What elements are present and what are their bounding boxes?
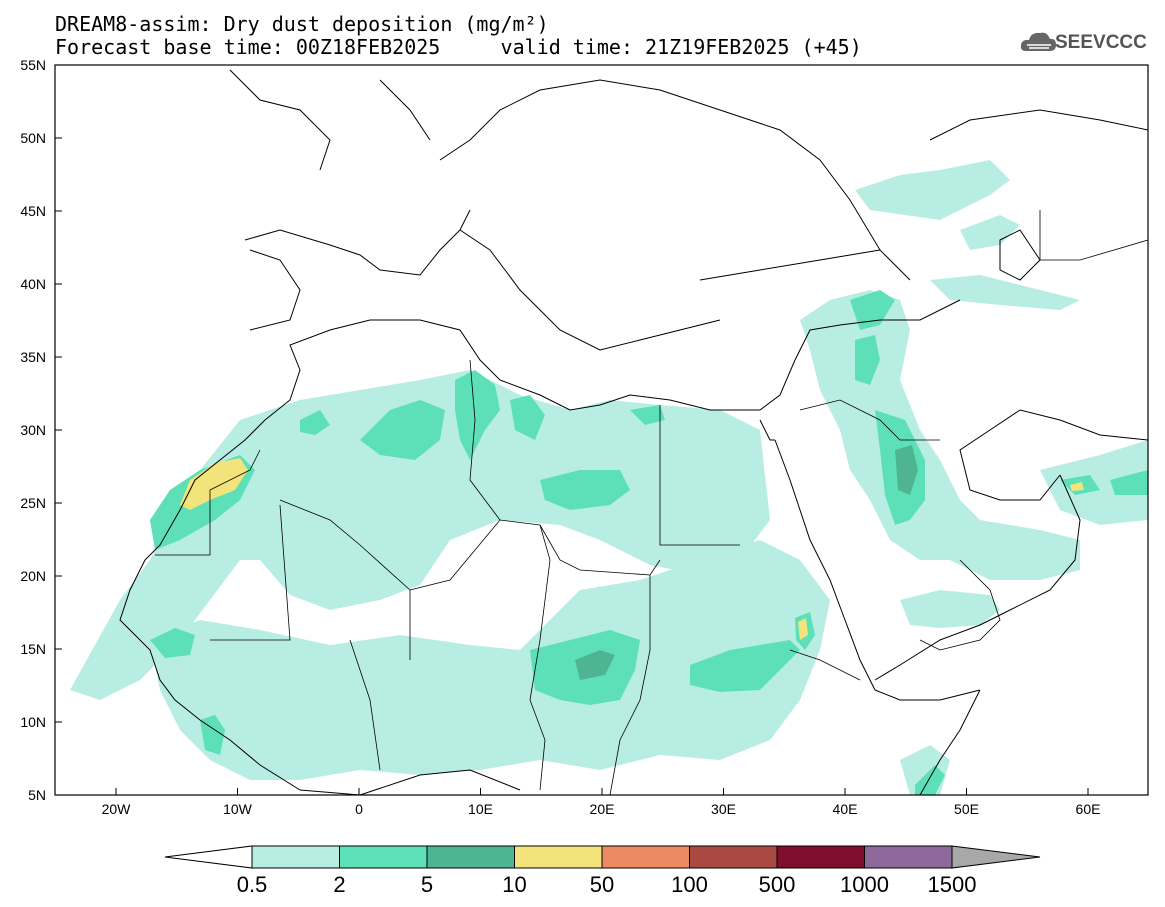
colorbar-label: 2 bbox=[333, 872, 345, 897]
lon-label: 20W bbox=[102, 801, 132, 817]
coastlines bbox=[119, 69, 1149, 796]
colorbar-box bbox=[776, 845, 865, 869]
dust-field-medium bbox=[150, 290, 1148, 795]
map-frame bbox=[54, 64, 1149, 796]
lat-label: 35N bbox=[20, 349, 46, 365]
logo-text: SEEVCCC bbox=[1055, 32, 1147, 53]
lat-label: 45N bbox=[20, 203, 46, 219]
lat-label: 5N bbox=[28, 787, 46, 803]
dust-field-high bbox=[180, 458, 1084, 640]
valid-time-label: valid time: 21Z19FEB2025 (+45) bbox=[500, 35, 862, 59]
dust-field-light bbox=[70, 160, 1148, 795]
colorbar-box bbox=[864, 845, 953, 869]
base-time-label: Forecast base time: 00Z18FEB2025 bbox=[55, 35, 441, 59]
time-info: Forecast base time: 00Z18FEB2025 valid t… bbox=[55, 36, 862, 58]
lat-label: 20N bbox=[20, 568, 46, 584]
lon-label: 20E bbox=[590, 801, 615, 817]
country-borders bbox=[155, 210, 1149, 796]
map-title: DREAM8-assim: Dry dust deposition (mg/m²… bbox=[55, 12, 549, 36]
colorbar-over-triangle bbox=[951, 845, 1041, 869]
colorbar-label: 1000 bbox=[840, 872, 889, 897]
colorbar-under-triangle bbox=[164, 845, 253, 869]
lon-label: 50E bbox=[954, 801, 979, 817]
cloud-icon bbox=[1020, 32, 1056, 51]
lat-label: 55N bbox=[20, 57, 46, 73]
lon-label: 60E bbox=[1076, 801, 1101, 817]
colorbar-label: 50 bbox=[590, 872, 614, 897]
lon-label: 0 bbox=[355, 801, 363, 817]
lon-label: 40E bbox=[833, 801, 858, 817]
colorbar-box bbox=[339, 845, 428, 869]
lat-label: 40N bbox=[20, 276, 46, 292]
colorbar-box bbox=[689, 845, 778, 869]
colorbar-label: 500 bbox=[759, 872, 796, 897]
dust-field-dark bbox=[575, 445, 918, 680]
colorbar-box bbox=[514, 845, 603, 869]
colorbar-label: 10 bbox=[502, 872, 526, 897]
lat-label: 25N bbox=[20, 495, 46, 511]
lat-label: 30N bbox=[20, 422, 46, 438]
lon-label: 30E bbox=[711, 801, 736, 817]
colorbar-label: 100 bbox=[671, 872, 708, 897]
lat-label: 15N bbox=[20, 641, 46, 657]
colorbar-box bbox=[251, 845, 340, 869]
colorbar-box bbox=[426, 845, 515, 869]
colorbar: 0.5 2 5 10 50 100 500 1000 1500 bbox=[164, 845, 1041, 897]
colorbar-label: 5 bbox=[421, 872, 433, 897]
latitude-labels: 55N 50N 45N 40N 35N 30N 25N 20N 15N 10N 5N bbox=[20, 57, 62, 803]
longitude-labels: 20W 10W 0 10E 20E 30E 40E 50E 60E bbox=[102, 788, 1101, 817]
lon-label: 10W bbox=[223, 801, 253, 817]
colorbar-label: 1500 bbox=[928, 872, 977, 897]
lon-label: 10E bbox=[468, 801, 493, 817]
lat-label: 50N bbox=[20, 130, 46, 146]
colorbar-box bbox=[601, 845, 690, 869]
lat-label: 10N bbox=[20, 714, 46, 730]
colorbar-label: 0.5 bbox=[237, 872, 268, 897]
